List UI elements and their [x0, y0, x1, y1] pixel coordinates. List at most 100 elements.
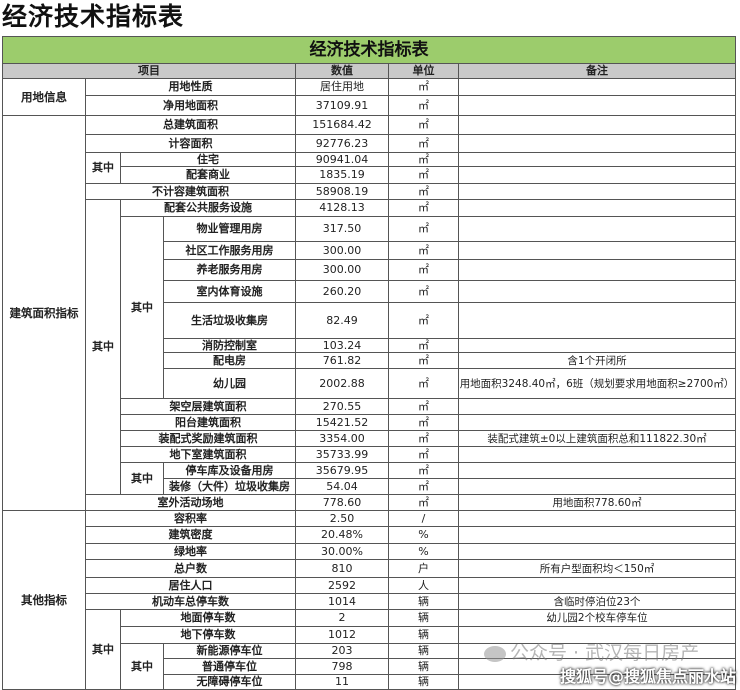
sub-group-label: 其中 [120, 462, 164, 495]
row-value: 3354.00 [295, 430, 389, 447]
row-unit: / [388, 510, 459, 527]
row-value: 2 [295, 609, 389, 627]
row-remark [457, 166, 737, 184]
table-row: 净用地面积 37109.91 ㎡ [3, 95, 737, 116]
row-unit: ㎡ [388, 166, 459, 184]
row-unit: 人 [388, 577, 459, 594]
row-value: 90941.04 [295, 152, 389, 167]
row-value: 203 [295, 643, 389, 659]
row-item: 总户数 [85, 559, 296, 578]
row-value: 103.24 [295, 338, 389, 353]
sohu-watermark: 搜狐号@搜狐焦点丽水站 [560, 667, 737, 686]
row-item: 室外活动场地 [85, 494, 296, 511]
row-item: 容积率 [85, 510, 296, 527]
row-item: 养老服务用房 [163, 259, 296, 281]
row-remark: 含1个开闭所 [457, 352, 737, 369]
row-item: 机动车总停车数 [85, 593, 296, 610]
row-unit: ㎡ [388, 259, 459, 281]
row-remark: 装配式建筑±0以上建筑面积总和111822.30㎡ [457, 430, 737, 447]
row-remark: 用地面积778.60㎡ [457, 494, 737, 511]
sub-group-label: 其中 [120, 216, 164, 399]
table-row: 其他指标 容积率 2.50/ [2, 510, 737, 690]
row-value: 35679.95 [295, 462, 389, 479]
row-unit: ㎡ [388, 115, 459, 135]
row-remark: 含临时停泊位23个 [457, 593, 737, 610]
row-value: 151684.42 [295, 115, 389, 135]
row-remark [457, 398, 737, 415]
row-value: 4128.13 [295, 199, 389, 217]
row-remark [457, 183, 737, 200]
row-item: 建筑密度 [85, 526, 296, 544]
row-unit: ㎡ [388, 95, 459, 116]
section-label: 用地信息 [2, 78, 86, 116]
header-unit: 单位 [388, 63, 459, 79]
row-remark [457, 526, 737, 544]
row-item: 用地性质 [85, 78, 296, 96]
section-label: 其他指标 [2, 510, 86, 690]
table-row: 生活垃圾收集房 82.49 ㎡ [3, 302, 737, 339]
row-value: 20.48% [295, 526, 389, 544]
header-value: 数值 [295, 63, 389, 79]
table-row: 养老服务用房 300.00 ㎡ [3, 259, 737, 281]
row-value: 2.50 [295, 510, 389, 527]
row-value: 798 [295, 658, 389, 675]
row-value: 1835.19 [295, 166, 389, 184]
row-unit: 辆 [388, 674, 459, 690]
row-unit: ㎡ [388, 368, 459, 399]
row-remark [457, 152, 737, 167]
row-value: 30.00% [295, 543, 389, 560]
row-value: 260.20 [295, 280, 389, 303]
table-row: 绿地率 30.00%% [3, 543, 737, 560]
row-remark [457, 115, 737, 135]
row-value: 54.04 [295, 478, 389, 495]
row-remark [457, 259, 737, 281]
sub-group-label: 其中 [85, 609, 121, 690]
row-unit: ㎡ [388, 280, 459, 303]
row-value: 2002.88 [295, 368, 389, 399]
table-row: 其中 停车库及设备用房 35679.95 ㎡ [3, 462, 737, 495]
row-remark [457, 478, 737, 495]
row-item: 地下停车数 [120, 626, 296, 644]
row-item: 地面停车数 [120, 609, 296, 627]
sub-group-label: 其中 [85, 199, 121, 495]
row-unit: ㎡ [388, 199, 459, 217]
row-value: 92776.23 [295, 134, 389, 153]
row-unit: ㎡ [388, 338, 459, 353]
table-row: 阳台建筑面积 15421.52 ㎡ [3, 414, 737, 431]
table-row: 其中 住宅 90941.04 ㎡ [3, 152, 737, 184]
row-value: 1014 [295, 593, 389, 610]
row-value: 11 [295, 674, 389, 690]
table-row: 其中 物业管理用房 317.50 ㎡ [3, 216, 737, 399]
row-unit: % [388, 543, 459, 560]
table-row: 建筑面积指标 总建筑面积 151684.42 ㎡ [2, 115, 737, 511]
section-label: 建筑面积指标 [2, 115, 86, 511]
wechat-icon [484, 645, 506, 662]
table-header-row: 项目 数值 单位 备注 [2, 63, 737, 79]
row-item: 不计容建筑面积 [85, 183, 296, 200]
row-item: 总建筑面积 [85, 115, 296, 135]
row-value: 82.49 [295, 302, 389, 339]
row-item: 配电房 [163, 352, 296, 369]
row-unit: ㎡ [388, 446, 459, 463]
table-row: 装修（大件）垃圾收集房 54.04 ㎡ [3, 478, 737, 495]
table-row: 建筑密度 20.48%% [3, 526, 737, 544]
row-remark [457, 543, 737, 560]
row-item: 住宅 [120, 152, 296, 167]
row-remark [457, 199, 737, 217]
row-unit: ㎡ [388, 134, 459, 153]
row-value: 15421.52 [295, 414, 389, 431]
row-unit: ㎡ [388, 414, 459, 431]
row-remark [457, 241, 737, 260]
header-remark: 备注 [457, 63, 737, 79]
row-remark [457, 446, 737, 463]
row-remark [457, 302, 737, 339]
row-unit: ㎡ [388, 398, 459, 415]
row-value: 58908.19 [295, 183, 389, 200]
row-value: 居住用地 [295, 78, 389, 96]
row-item: 幼儿园 [163, 368, 296, 399]
row-unit: 辆 [388, 658, 459, 675]
row-unit: 户 [388, 559, 459, 578]
row-item: 地下室建筑面积 [120, 446, 296, 463]
